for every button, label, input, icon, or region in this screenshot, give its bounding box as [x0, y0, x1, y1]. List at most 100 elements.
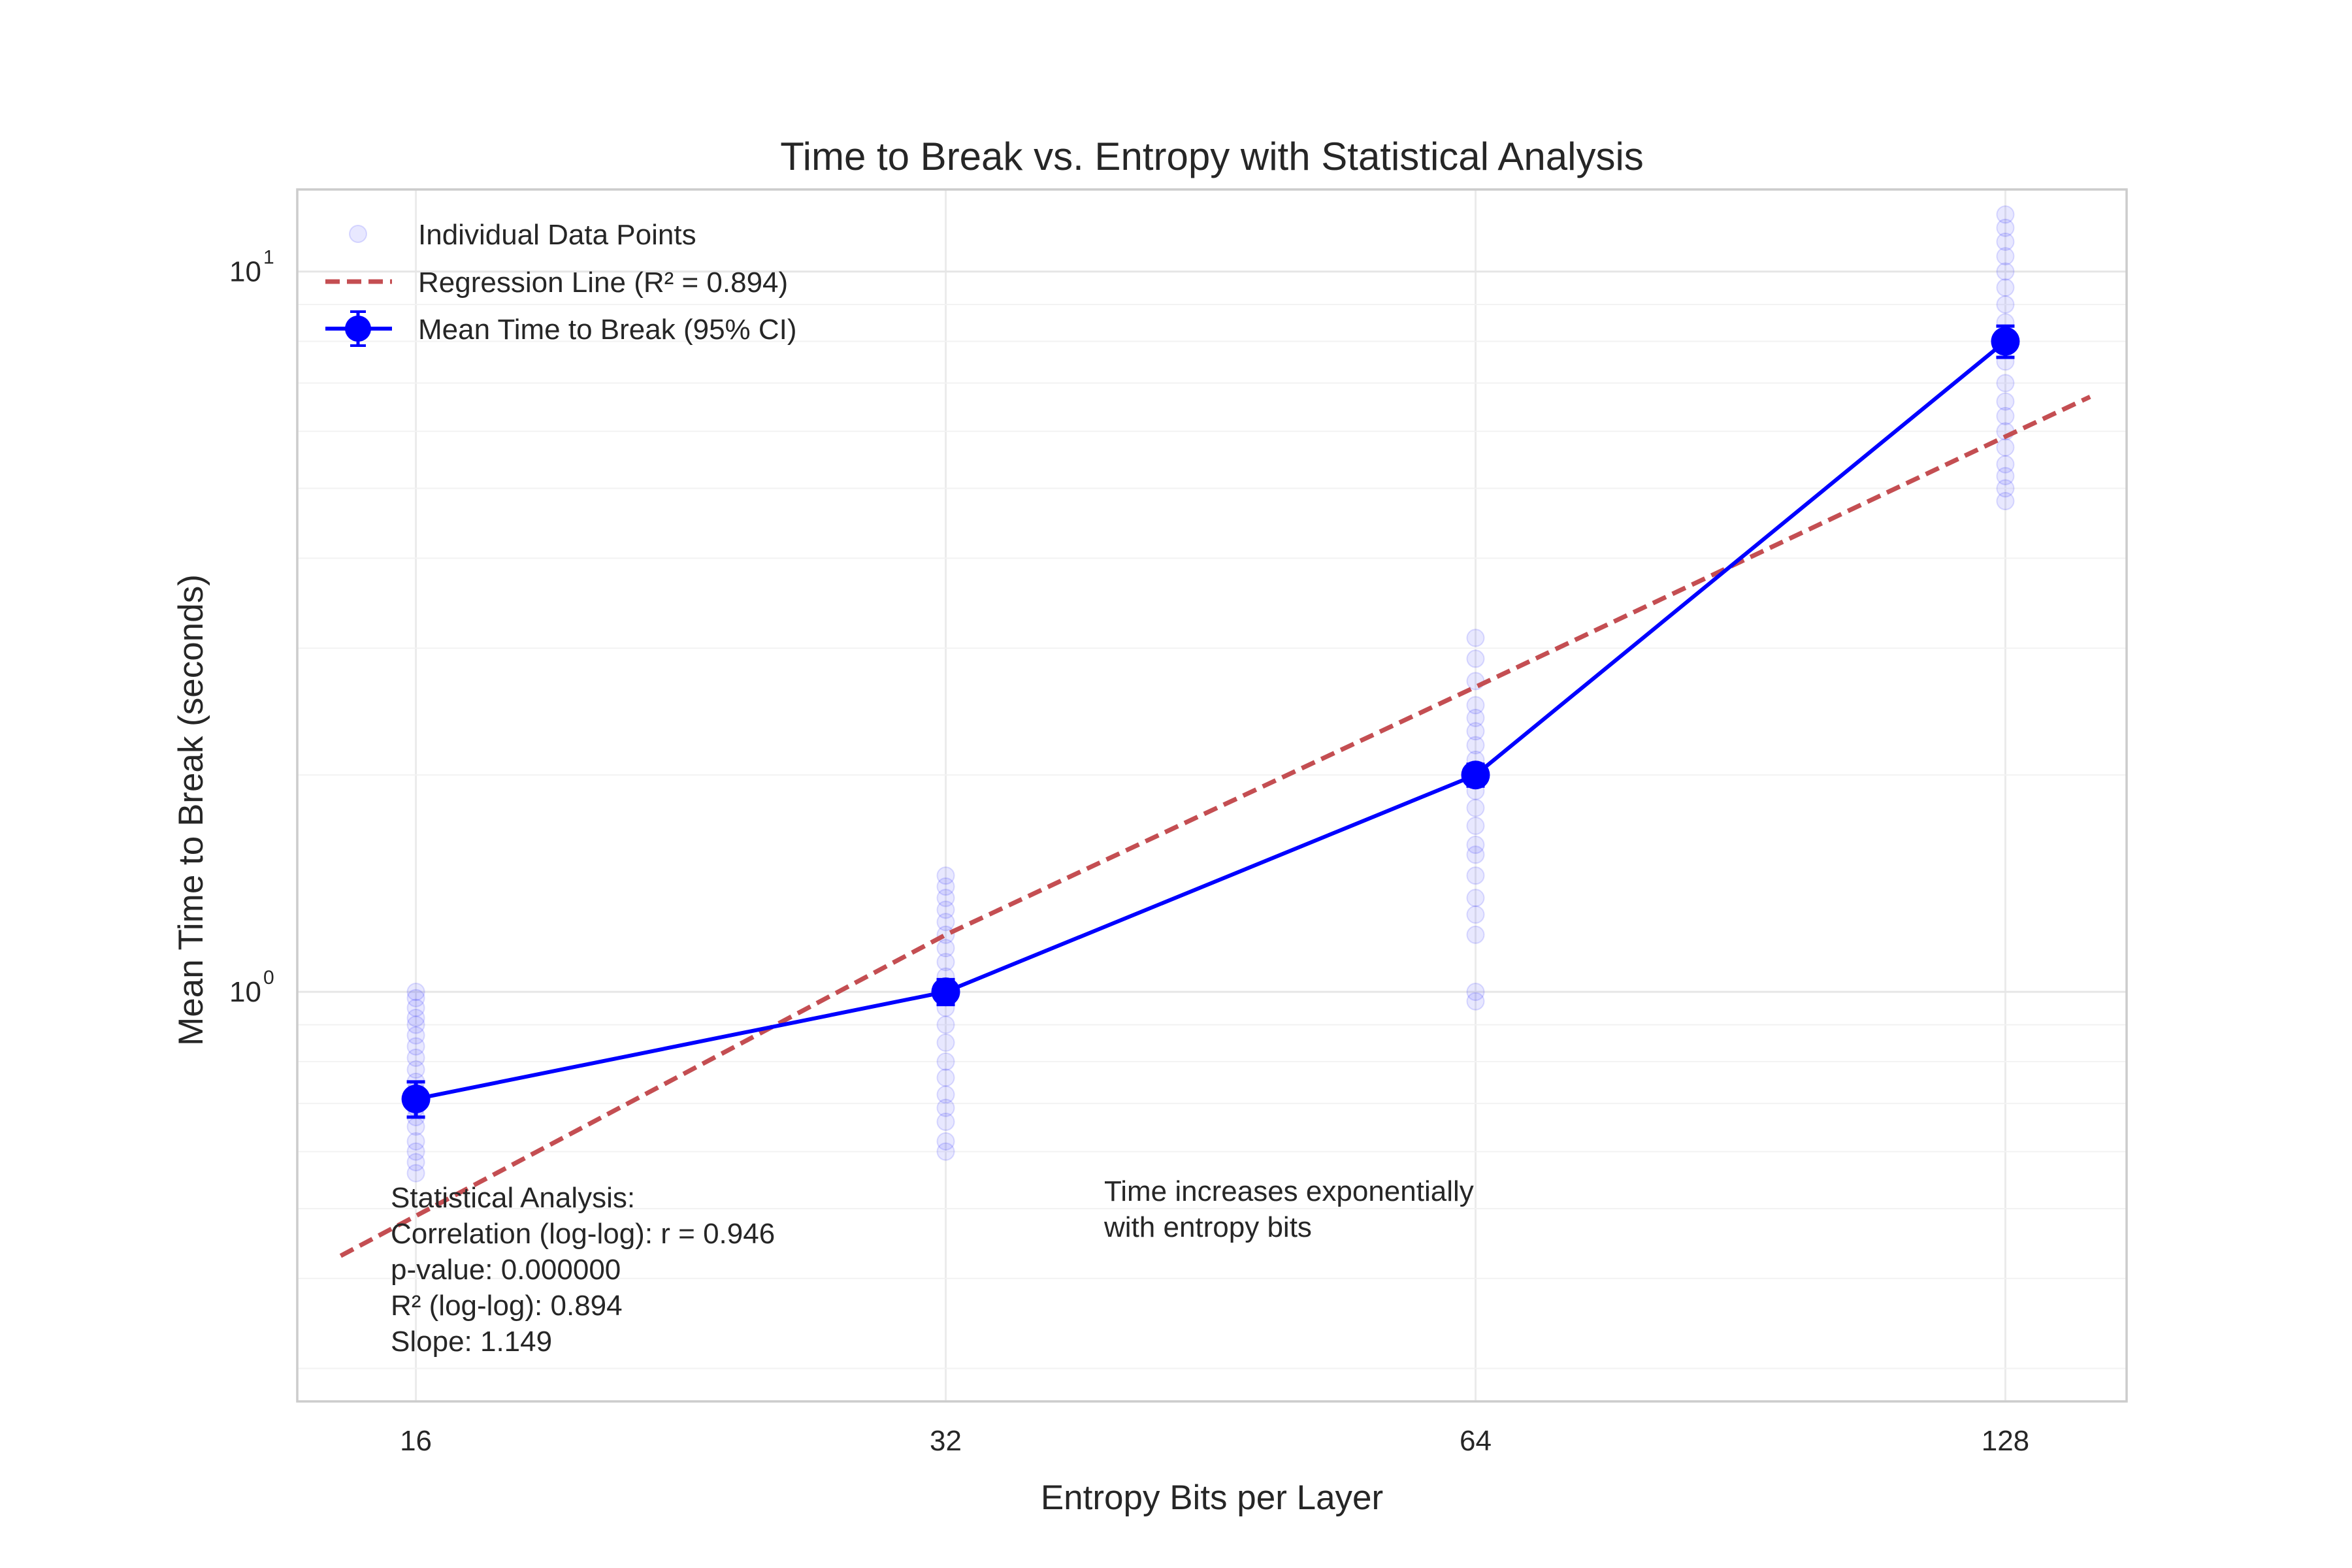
scatter-point	[1996, 406, 2015, 425]
scatter-point	[936, 1015, 955, 1034]
stats-annotation-line: Correlation (log-log): r = 0.946	[391, 1218, 775, 1250]
scatter-point	[1996, 438, 2015, 457]
scatter-point	[1996, 247, 2015, 266]
scatter-point	[936, 866, 955, 885]
legend-label: Mean Time to Break (95% CI)	[418, 314, 797, 346]
scatter-series	[406, 205, 2015, 1183]
x-tick-label: 32	[930, 1425, 962, 1457]
scatter-point	[1466, 672, 1485, 691]
scatter-point	[406, 1026, 425, 1045]
scatter-point	[406, 1152, 425, 1171]
scatter-point	[1466, 836, 1485, 855]
stats-annotation-line: R² (log-log): 0.894	[391, 1290, 623, 1322]
note-annotation-line: with entropy bits	[1103, 1211, 1312, 1243]
scatter-point	[406, 988, 425, 1007]
scatter-point	[936, 1068, 955, 1087]
stats-annotation-line: Statistical Analysis:	[391, 1182, 635, 1214]
scatter-point	[936, 1098, 955, 1117]
scatter-point	[936, 1033, 955, 1052]
scatter-point	[1466, 696, 1485, 715]
scatter-point	[406, 983, 425, 1002]
scatter-point	[1466, 629, 1485, 647]
scatter-point	[936, 889, 955, 907]
scatter-point	[1996, 278, 2015, 297]
scatter-point	[406, 998, 425, 1017]
scatter-point	[936, 1132, 955, 1151]
scatter-point	[406, 1015, 425, 1034]
scatter-point	[936, 1113, 955, 1132]
x-tick-label: 16	[400, 1425, 432, 1457]
scatter-point	[1996, 492, 2015, 511]
scatter-point	[406, 1048, 425, 1067]
scatter-point	[936, 939, 955, 958]
scatter-point	[1466, 992, 1485, 1011]
scatter-point	[1996, 205, 2015, 224]
scatter-point	[1466, 649, 1485, 668]
regression-series	[339, 395, 2091, 1258]
scatter-point	[1996, 479, 2015, 498]
scatter-point	[1466, 845, 1485, 864]
scatter-point	[936, 1142, 955, 1161]
y-tick-label: 10	[229, 256, 261, 288]
scatter-point	[936, 953, 955, 972]
note-annotation-line: Time increases exponentially	[1104, 1175, 1474, 1207]
scatter-point	[406, 1164, 425, 1183]
mean-point	[401, 1085, 431, 1114]
mean-point	[931, 977, 960, 1007]
y-axis-label: Mean Time to Break (seconds)	[172, 574, 210, 1046]
stats-annotation-line: Slope: 1.149	[391, 1326, 552, 1358]
annotations: Statistical Analysis: Correlation (log-lo…	[391, 1175, 1474, 1358]
scatter-point	[406, 1009, 425, 1028]
scatter-point	[406, 1142, 425, 1161]
mean-series	[401, 324, 2020, 1119]
scatter-point	[1996, 466, 2015, 485]
mean-point	[1461, 760, 1490, 790]
scatter-point	[1996, 455, 2015, 474]
legend-marker-mean-point	[345, 316, 371, 342]
scatter-point	[1996, 374, 2015, 393]
scatter-point	[936, 913, 955, 932]
plot-area-frame	[296, 188, 2128, 1403]
scatter-point	[406, 1037, 425, 1056]
x-tick-label: 128	[1982, 1425, 2029, 1457]
scatter-point	[1996, 295, 2015, 314]
mean-point	[1991, 327, 2020, 356]
scatter-point	[1996, 262, 2015, 281]
x-tick-label: 64	[1460, 1425, 1492, 1457]
legend-label: Individual Data Points	[418, 219, 696, 251]
scatter-point	[406, 1060, 425, 1079]
scatter-point	[936, 877, 955, 896]
scatter-point	[1996, 392, 2015, 411]
grid	[297, 189, 2127, 1401]
scatter-point	[406, 1132, 425, 1151]
scatter-point	[936, 900, 955, 919]
scatter-point	[936, 1085, 955, 1104]
scatter-point	[1466, 722, 1485, 741]
y-tick-label: 10	[229, 976, 261, 1008]
scatter-point	[1996, 218, 2015, 237]
legend-marker-scatter	[349, 225, 367, 243]
legend-label: Regression Line (R² = 0.894)	[418, 267, 788, 299]
legend: Individual Data Points Regression Line (R…	[325, 219, 797, 347]
scatter-point	[1466, 817, 1485, 836]
scatter-point	[1466, 866, 1485, 885]
mean-line	[415, 340, 2007, 1102]
y-tick-exponent: 0	[263, 967, 274, 988]
x-axis-label: Entropy Bits per Layer	[1041, 1478, 1383, 1517]
scatter-point	[936, 1052, 955, 1071]
scatter-point	[1466, 736, 1485, 755]
chart-title: Time to Break vs. Entropy with Statistic…	[780, 135, 1644, 178]
scatter-point	[1466, 798, 1485, 817]
scatter-point	[1466, 925, 1485, 944]
scatter-point	[1466, 983, 1485, 1002]
scatter-point	[1996, 232, 2015, 251]
stats-annotation-line: p-value: 0.000000	[391, 1254, 621, 1286]
scatter-point	[1466, 708, 1485, 727]
scatter-point	[1466, 905, 1485, 924]
scatter-point	[1466, 889, 1485, 907]
y-tick-exponent: 1	[263, 247, 274, 269]
regression-line	[339, 395, 2091, 1258]
